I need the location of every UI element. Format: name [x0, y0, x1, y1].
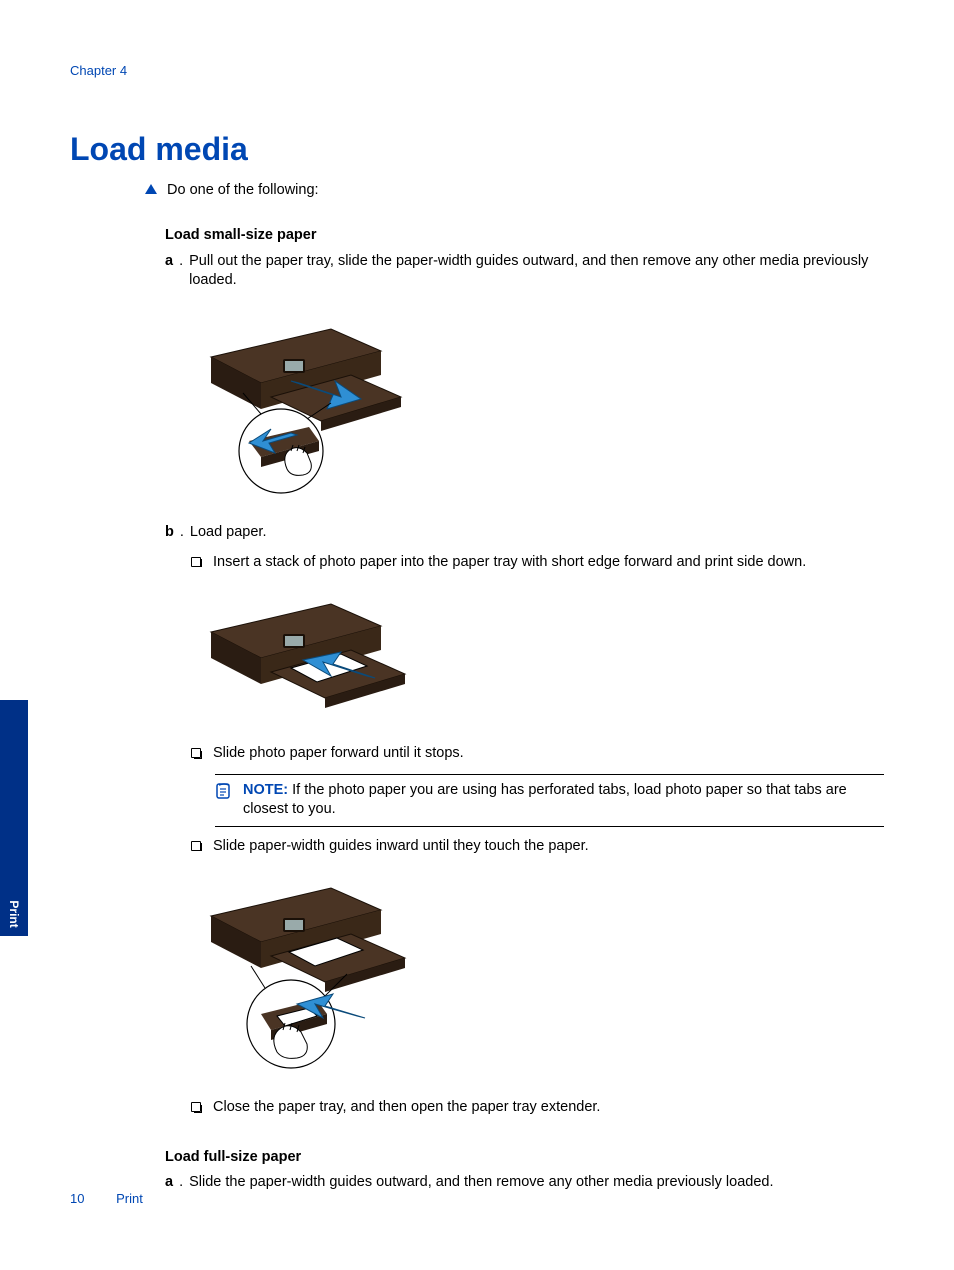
step-a-small: a. Pull out the paper tray, slide the pa… [165, 252, 884, 291]
step-a-full-text: Slide the paper-width guides outward, an… [189, 1173, 884, 1193]
intro-text: Do one of the following: [167, 181, 319, 201]
sub-insert: Insert a stack of photo paper into the p… [191, 553, 884, 573]
page-content: Chapter 4 Load media Do one of the follo… [0, 0, 954, 1270]
sub-slide-guides: Slide paper-width guides inward until th… [191, 837, 884, 857]
page-title: Load media [70, 128, 884, 171]
step-b-text: Load paper. [190, 523, 884, 543]
sub-insert-text: Insert a stack of photo paper into the p… [213, 553, 884, 573]
footer: 10 Print [70, 1190, 143, 1208]
step-b-small: b. Load paper. [165, 523, 884, 543]
step-b-dot: . [180, 523, 184, 543]
printer-slide-guides-svg [191, 866, 411, 1076]
step-a-full-label: a [165, 1173, 173, 1193]
square-bullet-icon [191, 748, 201, 758]
sub-slide-forward: Slide photo paper forward until it stops… [191, 744, 884, 764]
page-number: 10 [70, 1191, 84, 1206]
sub-close-text: Close the paper tray, and then open the … [213, 1098, 884, 1118]
footer-section: Print [116, 1191, 143, 1206]
full-heading: Load full-size paper [165, 1148, 884, 1168]
step-a-full-dot: . [179, 1173, 183, 1193]
illustration-slide-guides [191, 866, 884, 1076]
sub-slide-guides-text: Slide paper-width guides inward until th… [213, 837, 884, 857]
triangle-bullet-icon [145, 184, 157, 194]
step-b-label: b [165, 523, 174, 543]
small-heading: Load small-size paper [165, 226, 884, 246]
note-block: NOTE: If the photo paper you are using h… [215, 774, 884, 827]
illustration-pull-tray [191, 301, 884, 501]
printer-pull-tray-svg [191, 301, 411, 501]
sub-close: Close the paper tray, and then open the … [191, 1098, 884, 1118]
square-bullet-icon [191, 557, 201, 567]
chapter-label: Chapter 4 [70, 62, 884, 80]
step-a-text: Pull out the paper tray, slide the paper… [189, 252, 884, 291]
step-a-dot: . [179, 252, 183, 291]
step-a-label: a [165, 252, 173, 291]
intro-row: Do one of the following: [145, 181, 884, 201]
square-bullet-icon [191, 1102, 201, 1112]
note-icon [215, 782, 233, 820]
square-bullet-icon [191, 841, 201, 851]
printer-insert-paper-svg [191, 582, 411, 722]
sub-slide-forward-text: Slide photo paper forward until it stops… [213, 744, 884, 764]
step-a-full: a. Slide the paper-width guides outward,… [165, 1173, 884, 1193]
illustration-insert-paper [191, 582, 884, 722]
note-body: If the photo paper you are using has per… [243, 782, 847, 818]
note-text-container: NOTE: If the photo paper you are using h… [243, 781, 884, 820]
note-label: NOTE: [243, 782, 288, 798]
